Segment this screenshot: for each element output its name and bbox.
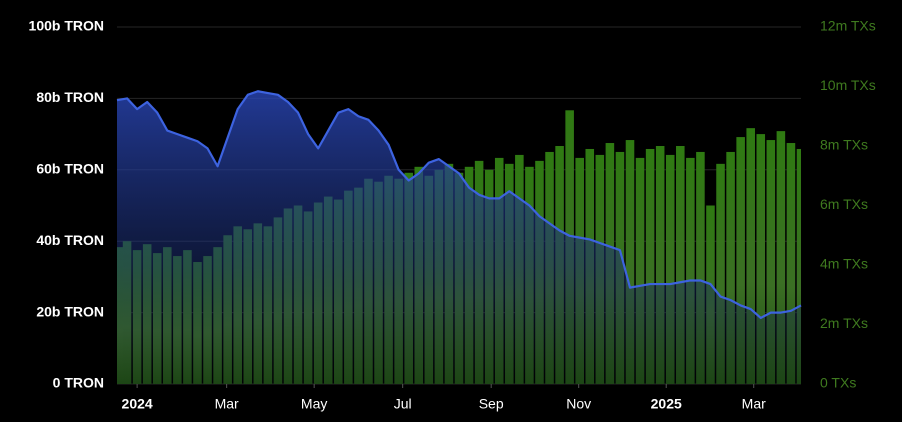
x-tick-label: Mar — [215, 396, 239, 412]
tx-bar — [635, 157, 645, 384]
tx-bar — [786, 143, 796, 384]
y-tick-label: 0 TRON — [53, 375, 104, 391]
x-tick-label: May — [301, 396, 327, 412]
tx-bar — [645, 148, 655, 384]
x-tick-label: Mar — [742, 396, 766, 412]
y-tick-label: 20b TRON — [36, 303, 104, 319]
tx-bar — [766, 140, 776, 384]
tx-bar — [756, 134, 766, 384]
y2-tick-label: 0 TXs — [820, 375, 856, 391]
x-tick-label: 2024 — [122, 396, 153, 412]
y2-tick-label: 8m TXs — [820, 137, 868, 153]
x-tick-label: 2025 — [651, 396, 682, 412]
y2-tick-label: 12m TXs — [820, 18, 876, 34]
tx-bar — [696, 151, 705, 384]
x-tick-label: Nov — [566, 396, 591, 412]
y-tick-label: 60b TRON — [36, 161, 104, 177]
tx-bar — [796, 148, 801, 384]
tx-bar — [746, 128, 755, 384]
y-tick-label: 100b TRON — [29, 18, 104, 34]
supply-area — [117, 91, 801, 384]
y-tick-label: 40b TRON — [36, 232, 104, 248]
tx-bar — [776, 131, 786, 384]
tx-bar — [655, 146, 665, 384]
tx-bar — [686, 157, 695, 384]
y2-tick-label: 4m TXs — [820, 256, 868, 272]
supply-line — [116, 90, 802, 320]
tx-bar — [716, 163, 725, 384]
x-tick-label: Sep — [479, 396, 504, 412]
tx-bar — [736, 137, 745, 384]
y-tick-label: 80b TRON — [36, 89, 104, 105]
y2-tick-label: 6m TXs — [820, 196, 868, 212]
tx-bar — [726, 151, 735, 384]
y2-tick-label: 2m TXs — [820, 315, 868, 331]
y2-tick-label: 10m TXs — [820, 77, 876, 93]
x-tick-label: Jul — [394, 396, 412, 412]
tx-bar — [625, 140, 635, 384]
tx-bar — [665, 154, 675, 384]
tx-bar — [676, 146, 685, 384]
